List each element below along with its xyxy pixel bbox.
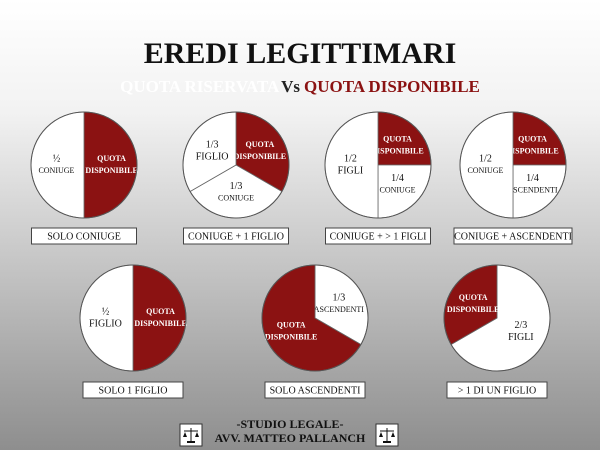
slice-label: FIGLI	[338, 165, 364, 176]
pie-outline	[459, 111, 567, 219]
title: EREDI LEGITTIMARI	[144, 37, 457, 70]
caption-box	[453, 227, 573, 245]
slice-label: DISPONIBILE	[447, 305, 499, 314]
slice-label: 1/2	[344, 153, 357, 164]
slice-label: QUOTA	[97, 154, 126, 163]
slice-label: ½	[102, 306, 110, 317]
pie-outline	[79, 264, 187, 372]
slice-label: DISPONIBILE	[371, 146, 423, 155]
caption: SOLO 1 FIGLIO	[99, 385, 168, 396]
slice-label: QUOTA	[245, 140, 274, 149]
slice-label: QUOTA	[459, 293, 488, 302]
subtitle: QUOTA RISERVATA Vs QUOTA DISPONIBILE	[120, 77, 480, 96]
slice-label: FIGLIO	[89, 318, 122, 329]
pie-outline	[443, 264, 551, 372]
slice-label: 1/3	[206, 140, 219, 151]
slice-label: FIGLI	[508, 332, 534, 343]
slice-label: 1/3	[230, 181, 243, 192]
pie-outline	[182, 111, 290, 219]
subtitle-part: QUOTA RISERVATA	[120, 77, 280, 96]
caption-box	[183, 227, 289, 245]
slice-label: QUOTA	[518, 134, 547, 143]
slice-label: CONIUGE	[38, 166, 74, 175]
slice-label: QUOTA	[277, 321, 306, 330]
caption: > 1 DI UN FIGLIO	[458, 385, 536, 396]
slice-label: 1/4	[391, 173, 404, 184]
slice-label: 2/3	[514, 320, 527, 331]
caption-box	[31, 227, 137, 245]
slice-label: ASCENDENTI	[314, 305, 365, 314]
slice-label: QUOTA	[146, 307, 175, 316]
footer-line: -STUDIO LEGALE-	[236, 417, 343, 431]
slice-label: DISPONIBILE	[265, 333, 317, 342]
slice-label: CONIUGE	[467, 166, 503, 175]
pie-outline	[30, 111, 138, 219]
slice-label: 1/2	[479, 153, 492, 164]
pie-outline	[261, 264, 369, 372]
slice-label: FIGLIO	[196, 152, 229, 163]
slice-label: DISPONIBILE	[506, 146, 558, 155]
slice-label: ½	[53, 153, 61, 164]
caption-box	[264, 381, 366, 399]
caption-box	[325, 227, 431, 245]
subtitle-part: Vs	[281, 77, 300, 96]
slice-label: CONIUGE	[379, 185, 415, 194]
caption: CONIUGE + ASCENDENTI	[454, 231, 572, 242]
caption-box	[82, 381, 184, 399]
caption: SOLO ASCENDENTI	[270, 385, 361, 396]
caption: CONIUGE + 1 FIGLIO	[188, 231, 284, 242]
slice-label: DISPONIBILE	[85, 166, 137, 175]
subtitle-part: QUOTA DISPONIBILE	[304, 77, 480, 96]
slice-label: DISPONIBILE	[234, 152, 286, 161]
slice-label: ASCENDENTI	[507, 185, 558, 194]
slice-label: 1/4	[526, 173, 539, 184]
slice-label: QUOTA	[383, 134, 412, 143]
footer-line: AVV. MATTEO PALLANCH	[215, 431, 366, 445]
slice-label: 1/3	[332, 293, 345, 304]
scale-icon	[375, 423, 399, 447]
caption-box	[446, 381, 548, 399]
pie-outline	[324, 111, 432, 219]
slice-label: CONIUGE	[218, 193, 254, 202]
caption: CONIUGE + > 1 FIGLI	[330, 231, 427, 242]
scale-icon	[179, 423, 203, 447]
slice-label: DISPONIBILE	[134, 319, 186, 328]
caption: SOLO CONIUGE	[47, 231, 121, 242]
